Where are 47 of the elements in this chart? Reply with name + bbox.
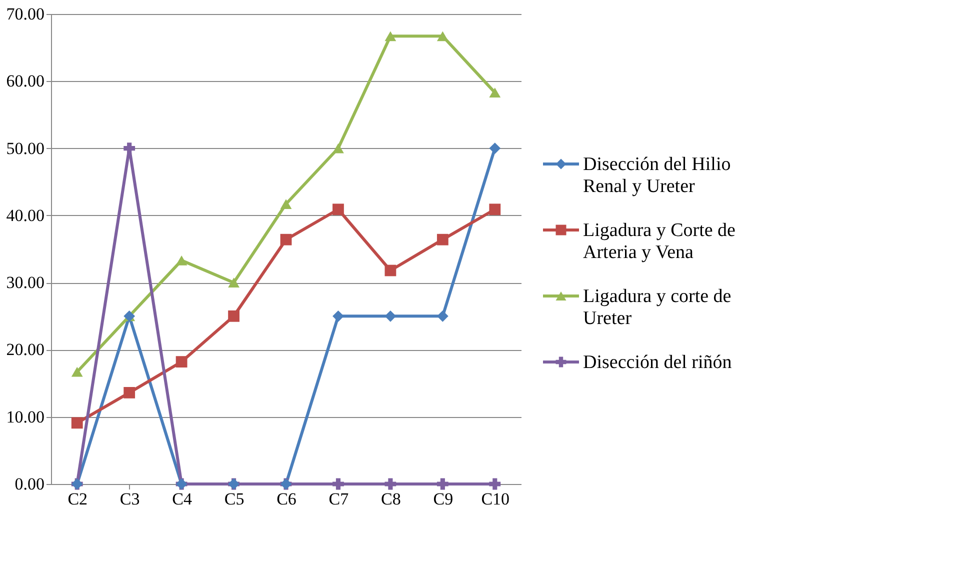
point bbox=[228, 278, 240, 288]
y-tick-label: 0.00 bbox=[14, 474, 44, 494]
point bbox=[436, 478, 448, 490]
point bbox=[71, 366, 83, 377]
legend-label: Ligadura y Corte de Arteria y Vena bbox=[583, 220, 736, 263]
x-tick-label: C9 bbox=[433, 490, 454, 508]
y-tick-label: 70.00 bbox=[6, 4, 44, 24]
point bbox=[124, 142, 136, 154]
y-tick-label: 50.00 bbox=[6, 138, 44, 158]
x-tick-label: C10 bbox=[481, 490, 510, 508]
point bbox=[228, 310, 240, 322]
point bbox=[124, 386, 136, 398]
point bbox=[436, 31, 448, 42]
y-tick-label: 30.00 bbox=[6, 273, 44, 292]
legend-label: Ligadura y corte de Ureter bbox=[583, 286, 732, 329]
point bbox=[384, 31, 396, 42]
point bbox=[280, 199, 292, 209]
point bbox=[71, 417, 83, 429]
point bbox=[384, 264, 396, 276]
x-tick-label: C6 bbox=[276, 490, 296, 508]
point bbox=[332, 143, 344, 154]
point bbox=[332, 204, 344, 216]
legend-label: Disección del Hilio Renal y Ureter bbox=[583, 154, 731, 197]
x-tick-label: C5 bbox=[224, 490, 244, 508]
point bbox=[489, 478, 501, 490]
x-tick-label: C8 bbox=[381, 490, 401, 508]
y-tick-label: 40.00 bbox=[6, 206, 44, 225]
point bbox=[176, 356, 188, 368]
legend-label: Disección del riñón bbox=[583, 352, 732, 373]
point bbox=[332, 478, 344, 490]
x-tick-label: C2 bbox=[68, 490, 88, 508]
y-tick-label: 20.00 bbox=[6, 340, 44, 360]
y-tick-label: 60.00 bbox=[6, 72, 44, 91]
point bbox=[436, 234, 448, 246]
x-tick-label: C3 bbox=[120, 490, 140, 508]
point bbox=[489, 88, 501, 98]
y-tick-label: 10.00 bbox=[6, 407, 44, 426]
point bbox=[489, 142, 501, 154]
x-tick-label: C4 bbox=[172, 490, 192, 508]
point bbox=[332, 310, 344, 322]
point bbox=[384, 310, 396, 322]
x-tick-label: C7 bbox=[328, 490, 350, 508]
point bbox=[436, 310, 448, 322]
point bbox=[280, 234, 292, 246]
point bbox=[489, 204, 501, 216]
point bbox=[176, 255, 188, 266]
point bbox=[384, 478, 396, 490]
